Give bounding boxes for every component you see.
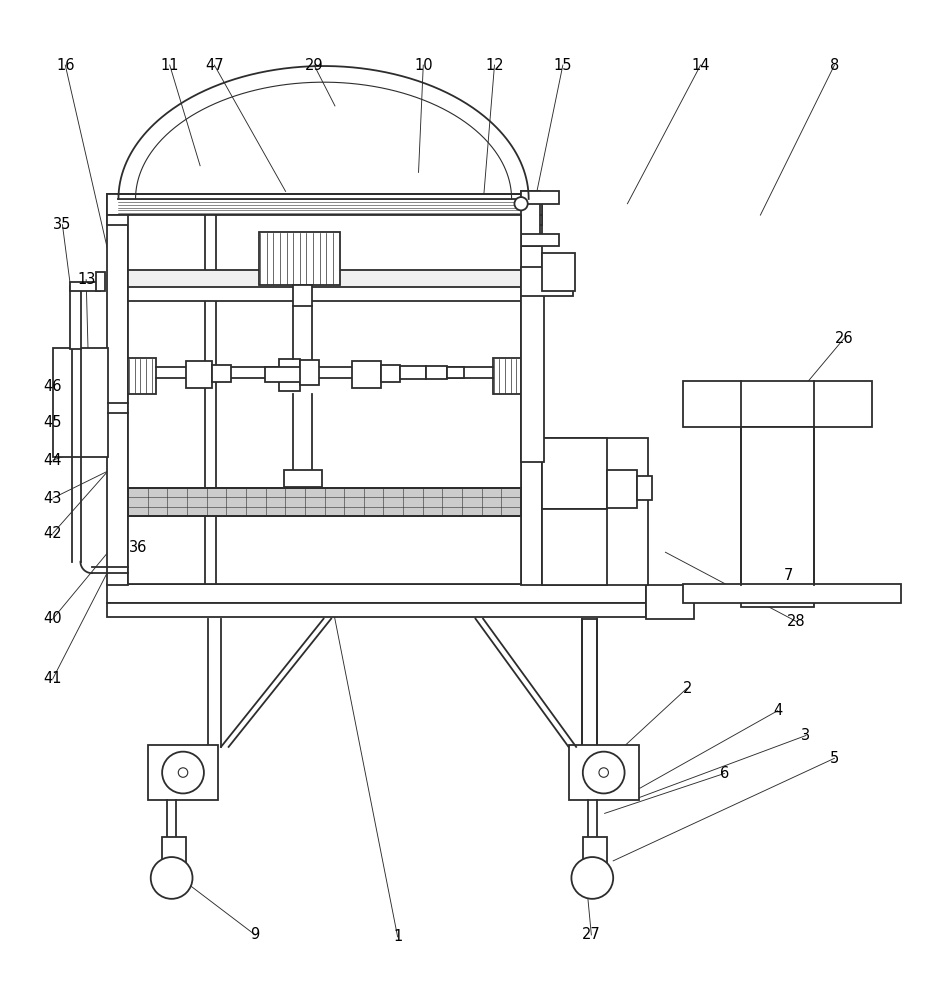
Bar bbox=[447, 367, 464, 378]
Bar bbox=[70, 286, 82, 349]
Bar bbox=[521, 234, 559, 246]
Bar bbox=[53, 348, 108, 457]
Circle shape bbox=[572, 857, 613, 899]
Text: 44: 44 bbox=[44, 453, 62, 468]
Bar bbox=[128, 488, 521, 516]
Bar bbox=[380, 365, 399, 382]
Circle shape bbox=[514, 197, 528, 210]
Text: 2: 2 bbox=[683, 681, 692, 696]
Text: 35: 35 bbox=[53, 217, 71, 232]
Bar bbox=[521, 191, 540, 246]
Text: 8: 8 bbox=[830, 58, 839, 73]
Bar bbox=[569, 745, 639, 800]
Bar bbox=[582, 619, 597, 747]
Bar bbox=[637, 476, 652, 500]
Text: 26: 26 bbox=[835, 331, 853, 346]
Bar bbox=[212, 365, 231, 382]
Bar bbox=[107, 194, 128, 585]
Bar bbox=[399, 366, 426, 379]
Text: 9: 9 bbox=[250, 927, 260, 942]
Circle shape bbox=[150, 857, 192, 899]
Bar bbox=[96, 272, 106, 291]
Text: 6: 6 bbox=[720, 766, 728, 781]
Bar bbox=[542, 438, 649, 585]
Bar bbox=[683, 584, 901, 603]
Text: 14: 14 bbox=[691, 58, 709, 73]
Bar bbox=[521, 291, 544, 462]
Bar bbox=[259, 232, 340, 285]
Bar bbox=[107, 584, 647, 603]
Bar bbox=[283, 470, 321, 487]
Text: 46: 46 bbox=[44, 379, 62, 394]
Text: 27: 27 bbox=[582, 927, 601, 942]
Bar bbox=[128, 488, 521, 516]
Bar bbox=[583, 837, 607, 866]
Text: 15: 15 bbox=[553, 58, 573, 73]
Bar bbox=[521, 194, 542, 585]
Bar bbox=[521, 191, 559, 204]
Circle shape bbox=[178, 768, 187, 777]
Bar bbox=[70, 282, 101, 291]
Bar bbox=[128, 215, 521, 584]
Bar bbox=[352, 361, 380, 388]
Bar bbox=[107, 194, 542, 215]
Bar bbox=[300, 360, 319, 385]
Bar bbox=[148, 745, 218, 800]
Text: 45: 45 bbox=[44, 415, 62, 430]
Bar bbox=[542, 438, 607, 509]
Bar bbox=[128, 286, 521, 301]
Bar bbox=[647, 585, 694, 619]
Circle shape bbox=[599, 768, 609, 777]
Bar bbox=[542, 509, 607, 585]
Text: 36: 36 bbox=[129, 540, 147, 555]
Bar bbox=[107, 215, 542, 225]
Bar bbox=[185, 361, 212, 388]
Bar bbox=[293, 285, 312, 306]
Text: 12: 12 bbox=[485, 58, 504, 73]
Text: 13: 13 bbox=[77, 272, 95, 287]
Circle shape bbox=[583, 752, 625, 793]
Text: 10: 10 bbox=[414, 58, 433, 73]
Circle shape bbox=[162, 752, 204, 793]
Bar bbox=[426, 366, 447, 379]
Bar bbox=[683, 381, 872, 427]
Bar bbox=[279, 359, 300, 391]
Bar bbox=[542, 253, 575, 291]
Bar bbox=[521, 267, 573, 296]
Bar bbox=[607, 470, 637, 508]
Bar bbox=[493, 358, 521, 394]
Text: 4: 4 bbox=[773, 703, 782, 718]
Text: 47: 47 bbox=[205, 58, 223, 73]
Text: 11: 11 bbox=[161, 58, 179, 73]
Bar bbox=[128, 270, 521, 287]
Text: 7: 7 bbox=[785, 568, 793, 583]
Text: 40: 40 bbox=[44, 611, 62, 626]
Bar bbox=[264, 367, 314, 382]
Bar bbox=[162, 837, 185, 866]
Text: 5: 5 bbox=[830, 751, 839, 766]
Text: 43: 43 bbox=[44, 491, 62, 506]
Bar bbox=[107, 603, 647, 617]
Text: 16: 16 bbox=[56, 58, 74, 73]
Text: 29: 29 bbox=[304, 58, 323, 73]
Text: 42: 42 bbox=[44, 526, 62, 541]
Text: 3: 3 bbox=[802, 728, 810, 743]
Text: 1: 1 bbox=[393, 929, 402, 944]
Bar bbox=[128, 358, 156, 394]
Text: 41: 41 bbox=[44, 671, 62, 686]
Text: 28: 28 bbox=[787, 614, 805, 629]
Bar bbox=[742, 427, 813, 607]
